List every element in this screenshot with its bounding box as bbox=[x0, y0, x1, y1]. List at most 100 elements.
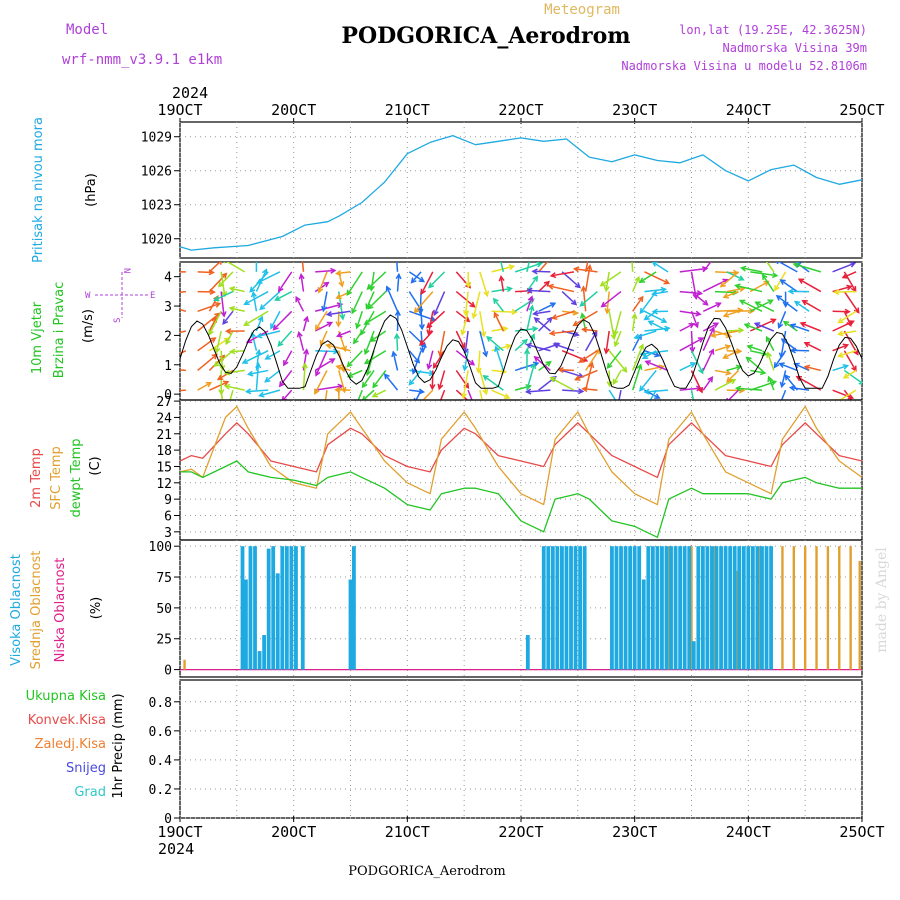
wind-arrow bbox=[386, 286, 399, 312]
temp2m-line bbox=[179, 422, 863, 479]
wind-arrow-head bbox=[426, 363, 433, 371]
wind-arrow-head bbox=[363, 348, 370, 356]
high-cloud-bar bbox=[266, 548, 271, 670]
wind-arrow-head bbox=[580, 285, 587, 292]
wind-arrow bbox=[483, 375, 504, 391]
wind-arrow bbox=[364, 330, 375, 354]
wind-arrow bbox=[273, 310, 293, 331]
wind-arrow bbox=[723, 350, 739, 359]
y-tick-label: 50 bbox=[156, 602, 172, 617]
wind-arrow-head bbox=[746, 344, 753, 351]
wind-arrow-head bbox=[612, 329, 619, 337]
wind-arrow-head bbox=[651, 308, 658, 315]
wind-arrow-head bbox=[603, 285, 610, 293]
high-cloud-bar bbox=[280, 546, 285, 670]
wind-arrow-head bbox=[586, 255, 591, 260]
wind-arrow-head bbox=[228, 305, 236, 312]
y-tick-label: 18 bbox=[156, 444, 172, 459]
wind-arrow-head bbox=[629, 251, 634, 256]
wind-arrow-head bbox=[250, 290, 257, 298]
wind-arrow bbox=[314, 358, 335, 372]
wind-arrow bbox=[584, 262, 589, 273]
y-tick-label: 2 bbox=[164, 329, 172, 344]
mid-cloud-bar bbox=[758, 546, 761, 670]
wind-arrow bbox=[702, 279, 728, 293]
wind-arrow-head bbox=[709, 326, 715, 333]
wind-arrow bbox=[526, 334, 535, 352]
wind-arrow bbox=[579, 350, 598, 363]
temp-label-2m: 2m Temp bbox=[29, 448, 44, 508]
wind-arrow bbox=[538, 302, 556, 312]
wind-arrow bbox=[252, 292, 258, 312]
wind-arrow-head bbox=[660, 317, 668, 323]
high-cloud-bar bbox=[682, 546, 687, 670]
wind-arrow bbox=[702, 349, 714, 371]
time-label: 21OCT bbox=[385, 101, 430, 119]
time-axis-bottom: 19OCT 20OCT 21OCT 22OCT 23OCT 24OCT 25OCT bbox=[157, 816, 885, 841]
wind-arrow bbox=[605, 330, 610, 354]
wind-arrow-head bbox=[506, 286, 513, 293]
wind-arrow-head bbox=[527, 295, 534, 302]
high-cloud-bar bbox=[719, 546, 723, 670]
wind-arrow bbox=[561, 291, 577, 306]
wind-arrow-head bbox=[739, 265, 747, 272]
high-cloud-bar bbox=[550, 546, 555, 670]
wind-arrow-head bbox=[658, 364, 665, 371]
wind-arrow-head bbox=[532, 275, 539, 282]
wind-arrow bbox=[455, 310, 470, 322]
wind-arrow-head bbox=[787, 288, 794, 295]
compass-e: E bbox=[150, 291, 155, 301]
wind-arrow-head bbox=[548, 330, 556, 337]
wind-arrow bbox=[244, 290, 269, 305]
wind-arrow bbox=[365, 291, 375, 309]
wind-arrow-head bbox=[797, 278, 805, 284]
wind-arrow-head bbox=[578, 357, 585, 363]
wind-arrow bbox=[690, 330, 694, 352]
wind-arrow-head bbox=[603, 347, 610, 355]
wind-arrow bbox=[514, 339, 528, 352]
wind-arrow bbox=[526, 363, 536, 391]
wind-arrow bbox=[347, 350, 363, 367]
wind-arrow bbox=[802, 300, 822, 312]
wind-arrow-head bbox=[326, 321, 334, 328]
wind-arrow-head bbox=[333, 348, 340, 355]
wind-arrow bbox=[411, 271, 422, 283]
wind-arrow-head bbox=[241, 358, 249, 364]
wind-arrow-head bbox=[254, 248, 259, 252]
wind-arrow-head bbox=[503, 393, 511, 400]
wind-arrow-head bbox=[337, 401, 342, 405]
wind-arrow-head bbox=[533, 355, 540, 362]
wind-arrow bbox=[702, 262, 712, 273]
wind-arrow-head bbox=[244, 388, 252, 395]
wind-arrow bbox=[538, 262, 549, 273]
wind-arrow-head bbox=[418, 323, 425, 331]
compass-s: S bbox=[113, 318, 123, 323]
wind-arrow-head bbox=[255, 361, 262, 369]
mid-cloud-bar bbox=[690, 546, 693, 670]
wind-arrow-head bbox=[633, 333, 640, 340]
wind-arrow bbox=[412, 350, 422, 374]
wind-unit: (m/s) bbox=[81, 309, 96, 343]
wind-arrow-head bbox=[734, 385, 742, 392]
high-cloud-bar bbox=[710, 546, 714, 670]
wind-arrow bbox=[214, 350, 234, 367]
wind-arrow bbox=[515, 327, 538, 332]
wind-arrow-head bbox=[697, 337, 705, 343]
wind-arrow-head bbox=[222, 380, 230, 387]
wind-arrow bbox=[711, 330, 739, 337]
wind-arrow-head bbox=[223, 383, 231, 390]
wind-arrow bbox=[220, 291, 225, 317]
wind-arrow bbox=[479, 389, 484, 400]
wind-arrow-head bbox=[588, 361, 595, 369]
high-cloud-bar bbox=[700, 546, 705, 670]
wind-arrow-head bbox=[323, 281, 330, 288]
wind-arrow bbox=[455, 290, 475, 308]
wind-arrow-head bbox=[299, 250, 304, 255]
high-cloud-bar bbox=[764, 546, 769, 670]
wind-arrow bbox=[838, 389, 857, 400]
wind-arrow bbox=[197, 337, 216, 352]
y-tick-label: 0.8 bbox=[149, 696, 172, 711]
wind-arrow-head bbox=[408, 379, 415, 386]
wind-arrow-head bbox=[841, 273, 849, 279]
wind-arrow-head bbox=[532, 361, 540, 368]
